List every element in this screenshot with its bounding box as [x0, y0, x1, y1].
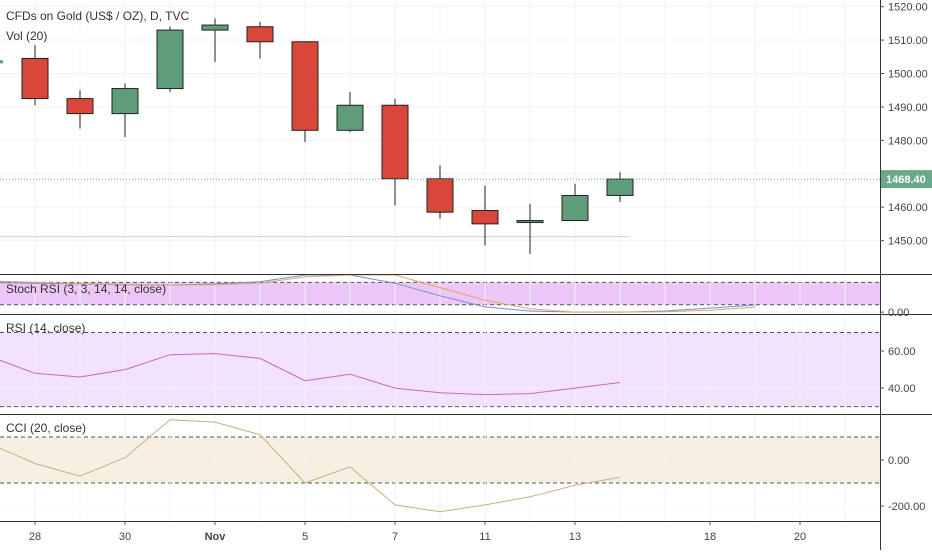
indicator-title: Stoch RSI (3, 3, 14, 14, close) — [6, 282, 166, 296]
candle-body — [471, 210, 499, 225]
indicator-title: RSI (14, close) — [6, 321, 85, 335]
time-tick-label: 5 — [302, 531, 308, 543]
time-tick-label: 28 — [29, 531, 41, 543]
indicator-tick-label: -200.00 — [888, 501, 925, 513]
time-tick-label: 30 — [119, 531, 131, 543]
indicator-tick-label: 0.00 — [888, 307, 909, 319]
price-tick-label: 1520.00 — [888, 2, 928, 14]
time-tick-label: 18 — [704, 531, 716, 543]
indicator-series-line — [0, 419, 621, 513]
last-price-badge — [881, 170, 932, 189]
time-tick-label: Nov — [205, 531, 227, 543]
time-tick-label: 20 — [794, 531, 806, 543]
candle-body — [561, 194, 589, 222]
candle-body — [516, 220, 544, 224]
price-tick-label: 1510.00 — [888, 35, 928, 47]
candle-body — [291, 41, 319, 131]
indicator-tick-label: 40.00 — [888, 383, 916, 395]
indicator-series-line — [0, 353, 621, 396]
symbol-title: CFDs on Gold (US$ / OZ), D, TVC — [6, 9, 190, 23]
candle-body — [21, 57, 49, 100]
candle-body — [156, 29, 184, 90]
price-tick-label: 1450.00 — [888, 236, 928, 248]
candle-body — [246, 26, 274, 43]
candle-body — [66, 98, 94, 115]
indicator-tick-label: 0.00 — [888, 455, 909, 467]
price-tick-label: 1500.00 — [888, 69, 928, 81]
price-tick-label: 1480.00 — [888, 135, 928, 147]
data-marks — [0, 18, 880, 513]
time-tick-label: 7 — [392, 531, 398, 543]
candle-body — [201, 24, 229, 31]
indicator-title: CCI (20, close) — [6, 421, 86, 435]
volume-label: Vol (20) — [6, 29, 48, 43]
candle-body — [336, 104, 364, 131]
candle-body — [111, 88, 139, 115]
time-tick-label: 13 — [569, 531, 581, 543]
last-price-label: 1468.40 — [886, 174, 926, 186]
candle-body — [426, 178, 454, 213]
time-tick-label: 11 — [479, 531, 490, 543]
candle-body — [381, 104, 409, 180]
price-tick-label: 1490.00 — [888, 102, 928, 114]
candle-body — [606, 178, 634, 196]
indicator-tick-label: 60.00 — [888, 346, 916, 358]
price-tick-label: 1460.00 — [888, 202, 928, 214]
